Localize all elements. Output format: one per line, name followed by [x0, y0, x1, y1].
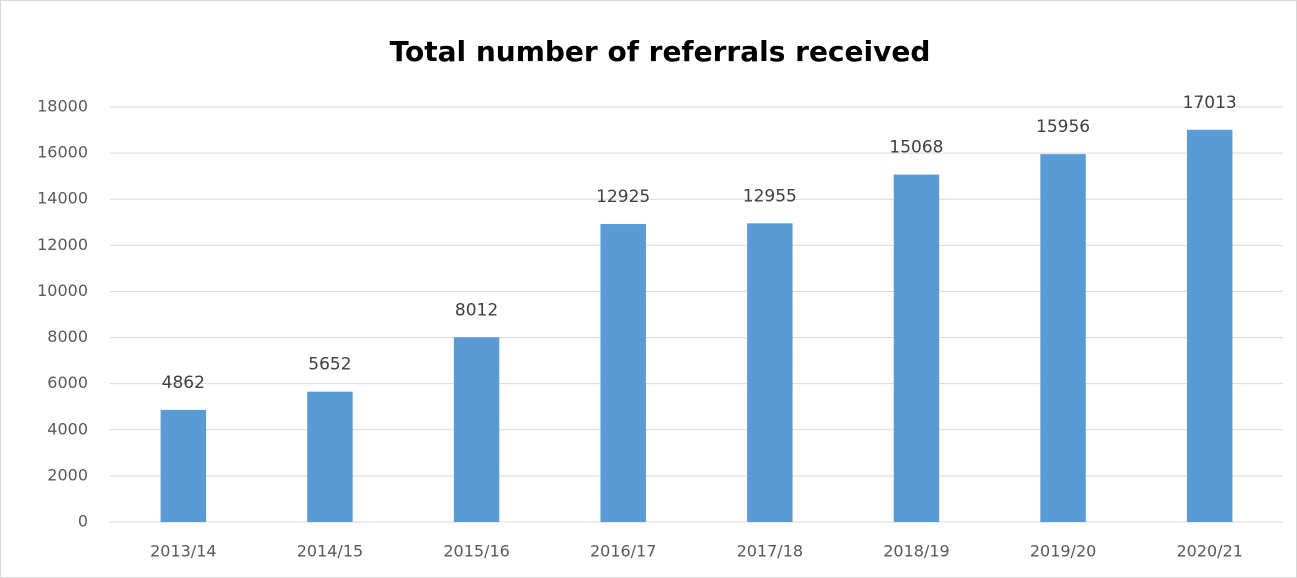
y-tick-label: 2000 — [47, 465, 88, 484]
bar — [307, 391, 353, 522]
y-tick-label: 8000 — [47, 327, 88, 346]
bar — [160, 409, 207, 522]
y-tick-label: 10000 — [37, 281, 88, 300]
data-label: 15068 — [889, 138, 943, 158]
x-tick-label: 2017/18 — [737, 542, 803, 561]
y-tick-label: 12000 — [37, 235, 88, 254]
data-label: 5652 — [308, 355, 351, 375]
data-label: 12955 — [743, 186, 797, 206]
bar — [893, 174, 940, 523]
x-tick-label: 2014/15 — [297, 542, 363, 561]
y-tick-label: 0 — [78, 512, 88, 531]
x-tick-label: 2019/20 — [1030, 542, 1096, 561]
data-label: 17013 — [1183, 93, 1237, 113]
data-label: 12925 — [596, 187, 650, 207]
bar — [1186, 129, 1233, 522]
bar — [1040, 154, 1086, 522]
data-label: 8012 — [455, 300, 498, 320]
y-tick-label: 14000 — [37, 189, 88, 208]
x-tick-label: 2020/21 — [1176, 542, 1242, 561]
x-tick-label: 2015/16 — [443, 542, 509, 561]
data-label: 15956 — [1036, 117, 1090, 137]
x-tick-label: 2013/14 — [150, 542, 216, 561]
x-tick-label: 2018/19 — [883, 542, 949, 561]
x-tick-label: 2016/17 — [590, 542, 656, 561]
y-tick-label: 4000 — [47, 419, 88, 438]
bar — [747, 223, 793, 522]
bar — [453, 337, 500, 522]
y-tick-label: 6000 — [47, 373, 88, 392]
chart-title: Total number of referrals received — [390, 35, 931, 68]
data-label: 4862 — [162, 373, 205, 393]
bar — [600, 224, 646, 522]
y-tick-label: 18000 — [37, 97, 88, 116]
y-tick-label: 16000 — [37, 143, 88, 162]
